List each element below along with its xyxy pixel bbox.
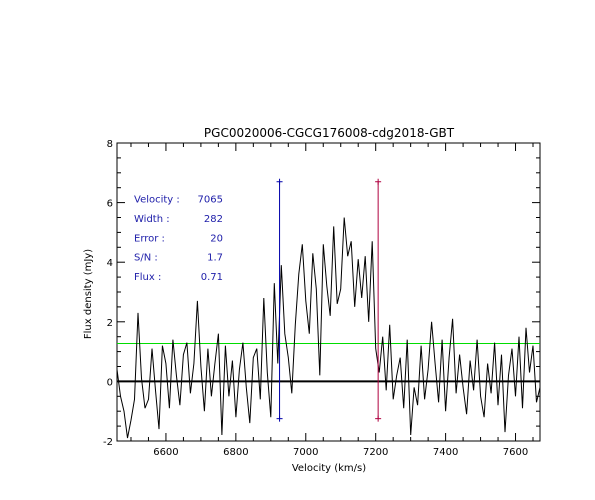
annotation-value-1: 282	[204, 214, 223, 225]
annotation-value-4: 0.71	[201, 272, 223, 283]
y-tick-label: 0	[107, 377, 113, 388]
y-tick-label: 6	[107, 199, 113, 210]
y-tick-label: 4	[107, 258, 113, 269]
annotation-label-4: Flux :	[134, 272, 161, 283]
x-tick-label: 7400	[433, 447, 458, 458]
annotation-label-3: S/N :	[134, 253, 158, 264]
annotation-value-3: 1.7	[207, 253, 223, 264]
x-tick-label: 7200	[363, 447, 388, 458]
velocity-markers	[276, 178, 382, 422]
x-tick-label: 6800	[223, 447, 248, 458]
x-tick-label: 6600	[153, 447, 178, 458]
series-line-0	[117, 217, 540, 439]
x-tick-label: 7600	[503, 447, 528, 458]
x-tick-label: 7000	[293, 447, 318, 458]
annotation-label-1: Width :	[134, 214, 170, 225]
y-tick-label: 8	[107, 139, 113, 150]
y-tick-label: -2	[103, 437, 113, 448]
annotation-label-0: Velocity :	[134, 195, 180, 206]
series-group	[117, 217, 540, 439]
annotations: Velocity : 7065 Width : 282 Error : 20 S/N : 1.…	[134, 195, 223, 283]
x-axis-label: Velocity (km/s)	[292, 463, 366, 474]
reference-lines	[117, 343, 540, 383]
annotation-value-2: 20	[210, 233, 223, 244]
chart-title: PGC0020006-CGCG176008-cdg2018-GBT	[204, 126, 455, 140]
y-axis-label: Flux density (mJy)	[83, 249, 94, 339]
annotation-label-2: Error :	[134, 233, 165, 244]
axes: 6600 6800 7000 7200 7400 7600 -2 0 2 4 6 8	[103, 139, 541, 458]
annotation-value-0: 7065	[198, 195, 223, 206]
y-tick-label: 2	[107, 318, 113, 329]
